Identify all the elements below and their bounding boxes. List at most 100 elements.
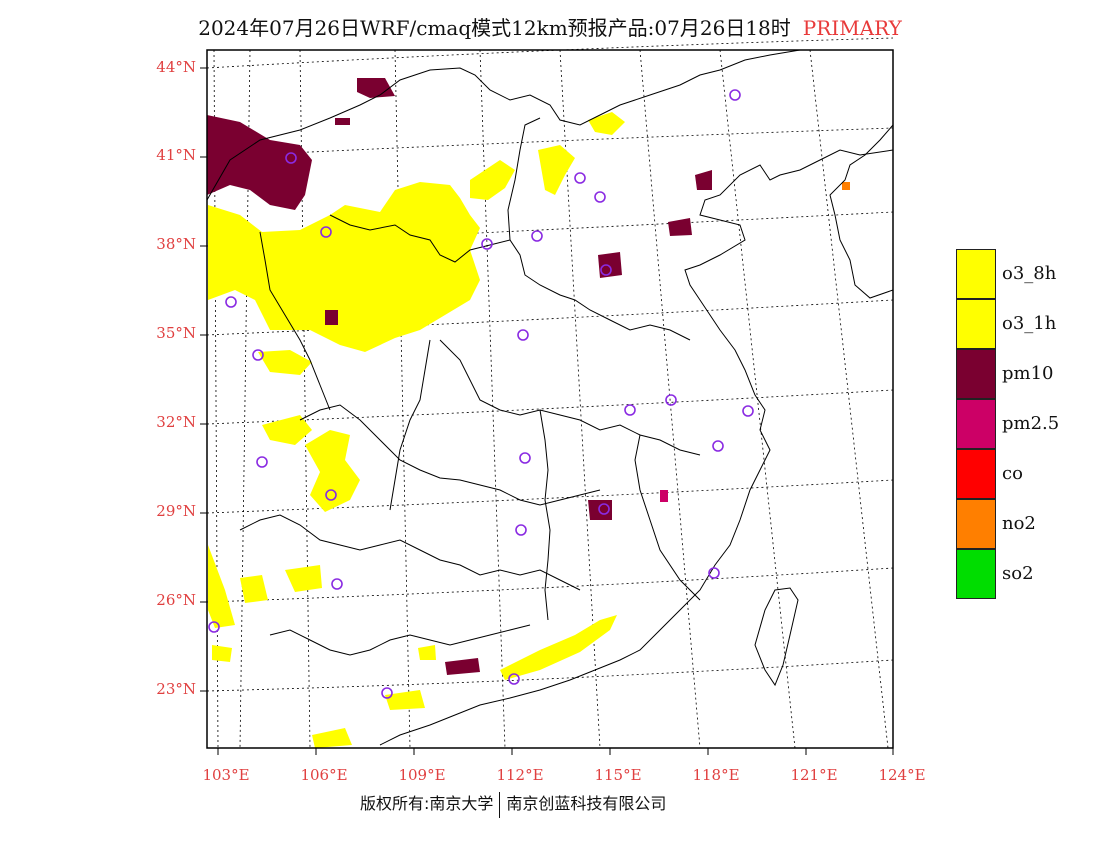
lon-label: 106°E [300,766,348,784]
station-marker [256,456,268,468]
station-marker [481,238,493,250]
pm10-region-mongolia [357,78,395,98]
coastline-east [379,149,894,746]
lon-label: 118°E [692,766,740,784]
taiwan [754,587,799,687]
pollutant-fields [207,78,850,748]
station-marker [600,264,612,276]
lat-label: 44°N [156,58,196,76]
o3-region-yunnan-w [208,545,235,628]
station-marker [624,404,636,416]
border-inner-4 [239,514,581,591]
primary-tag: PRIMARY [802,16,902,40]
legend-item: o3_8h [956,249,1100,299]
station-marker [517,329,529,341]
legend: o3_8h o3_1h pm10 pm2.5 co no2 so2 [956,249,1100,599]
title-text: 2024年07月26日WRF/cmaq模式12km预报产品:07月26日18时 [198,16,791,40]
legend-item: co [956,449,1100,499]
no2-region-korea [842,182,850,190]
lon-label: 124°E [878,766,926,784]
legend-label: pm2.5 [1002,413,1060,434]
map-frame [206,49,894,749]
lat-label: 38°N [156,235,196,253]
legend-label: co [1002,463,1023,484]
station-marker [331,578,343,590]
legend-label: o3_8h [1002,263,1057,284]
legend-swatch [956,249,996,299]
o3-region-hunan [418,645,436,660]
lon-label: 112°E [496,766,544,784]
pm10-region-guangxi [445,658,480,675]
pm10-region-sichuan [325,310,338,325]
legend-item: pm2.5 [956,399,1100,449]
legend-label: so2 [1002,563,1034,584]
lat-label: 32°N [156,413,196,431]
o3-region-chongqing [305,430,360,512]
station-marker [729,89,741,101]
station-marker [594,191,606,203]
border-north [206,49,801,201]
legend-swatch [956,299,996,349]
legend-item: no2 [956,499,1100,549]
pm10-region-small1 [335,118,350,125]
station-marker [325,489,337,501]
station-marker [708,567,720,579]
station-marker [665,394,677,406]
copyright-left: 版权所有:南京大学 [360,794,494,813]
station-markers [208,89,754,699]
o3-region-guangdong [500,615,617,680]
legend-swatch [956,549,996,599]
pm2.5-region-taiwan-strait [660,490,668,502]
footer-divider [499,791,501,818]
station-marker [515,524,527,536]
pm10-region-shandong [598,252,622,278]
legend-label: pm10 [1002,363,1054,384]
graticule [206,37,894,749]
lat-label: 29°N [156,502,196,520]
legend-item: o3_1h [956,299,1100,349]
station-marker [285,152,297,164]
axis-ticks [200,67,894,755]
o3-region-sichuan1 [258,350,312,375]
legend-swatch [956,499,996,549]
o3-region-jinan [588,112,625,135]
station-marker [208,621,220,633]
boundaries [206,49,894,746]
station-marker [381,687,393,699]
border-inner-8 [634,434,701,601]
o3-region-north2 [470,160,515,200]
o3-region-hebei [538,145,575,195]
station-marker [574,172,586,184]
pm10-region-northwest [207,115,312,210]
border-inner-7 [539,409,551,621]
legend-label: o3_1h [1002,313,1057,334]
border-inner-1 [329,214,691,341]
station-marker [252,349,264,361]
o3-region-loess [208,182,480,352]
lon-label: 115°E [594,766,642,784]
lon-label: 109°E [398,766,446,784]
legend-item: pm10 [956,349,1100,399]
station-marker [225,296,237,308]
map-title: 2024年07月26日WRF/cmaq模式12km预报产品:07月26日18时 P… [0,12,1100,41]
o3-region-sichuan2 [262,415,312,445]
station-marker [508,673,520,685]
legend-swatch [956,399,996,449]
lat-label: 26°N [156,591,196,609]
border-inner-10 [259,231,331,411]
o3-region-yunnan2 [240,575,268,603]
footer-copyright: 版权所有:南京大学 南京创蓝科技有限公司 [360,790,666,818]
lon-label: 103°E [202,766,250,784]
border-inner-6 [389,339,431,511]
border-inner-5 [269,624,531,656]
station-marker [519,452,531,464]
legend-item: so2 [956,549,1100,599]
pm10-region-hebei [668,218,692,236]
station-marker [531,230,543,242]
coastline-korea [829,124,894,299]
o3-region-guangxi [385,690,425,710]
station-marker [712,440,724,452]
lon-label: 121°E [790,766,838,784]
border-inner-2 [439,339,701,456]
